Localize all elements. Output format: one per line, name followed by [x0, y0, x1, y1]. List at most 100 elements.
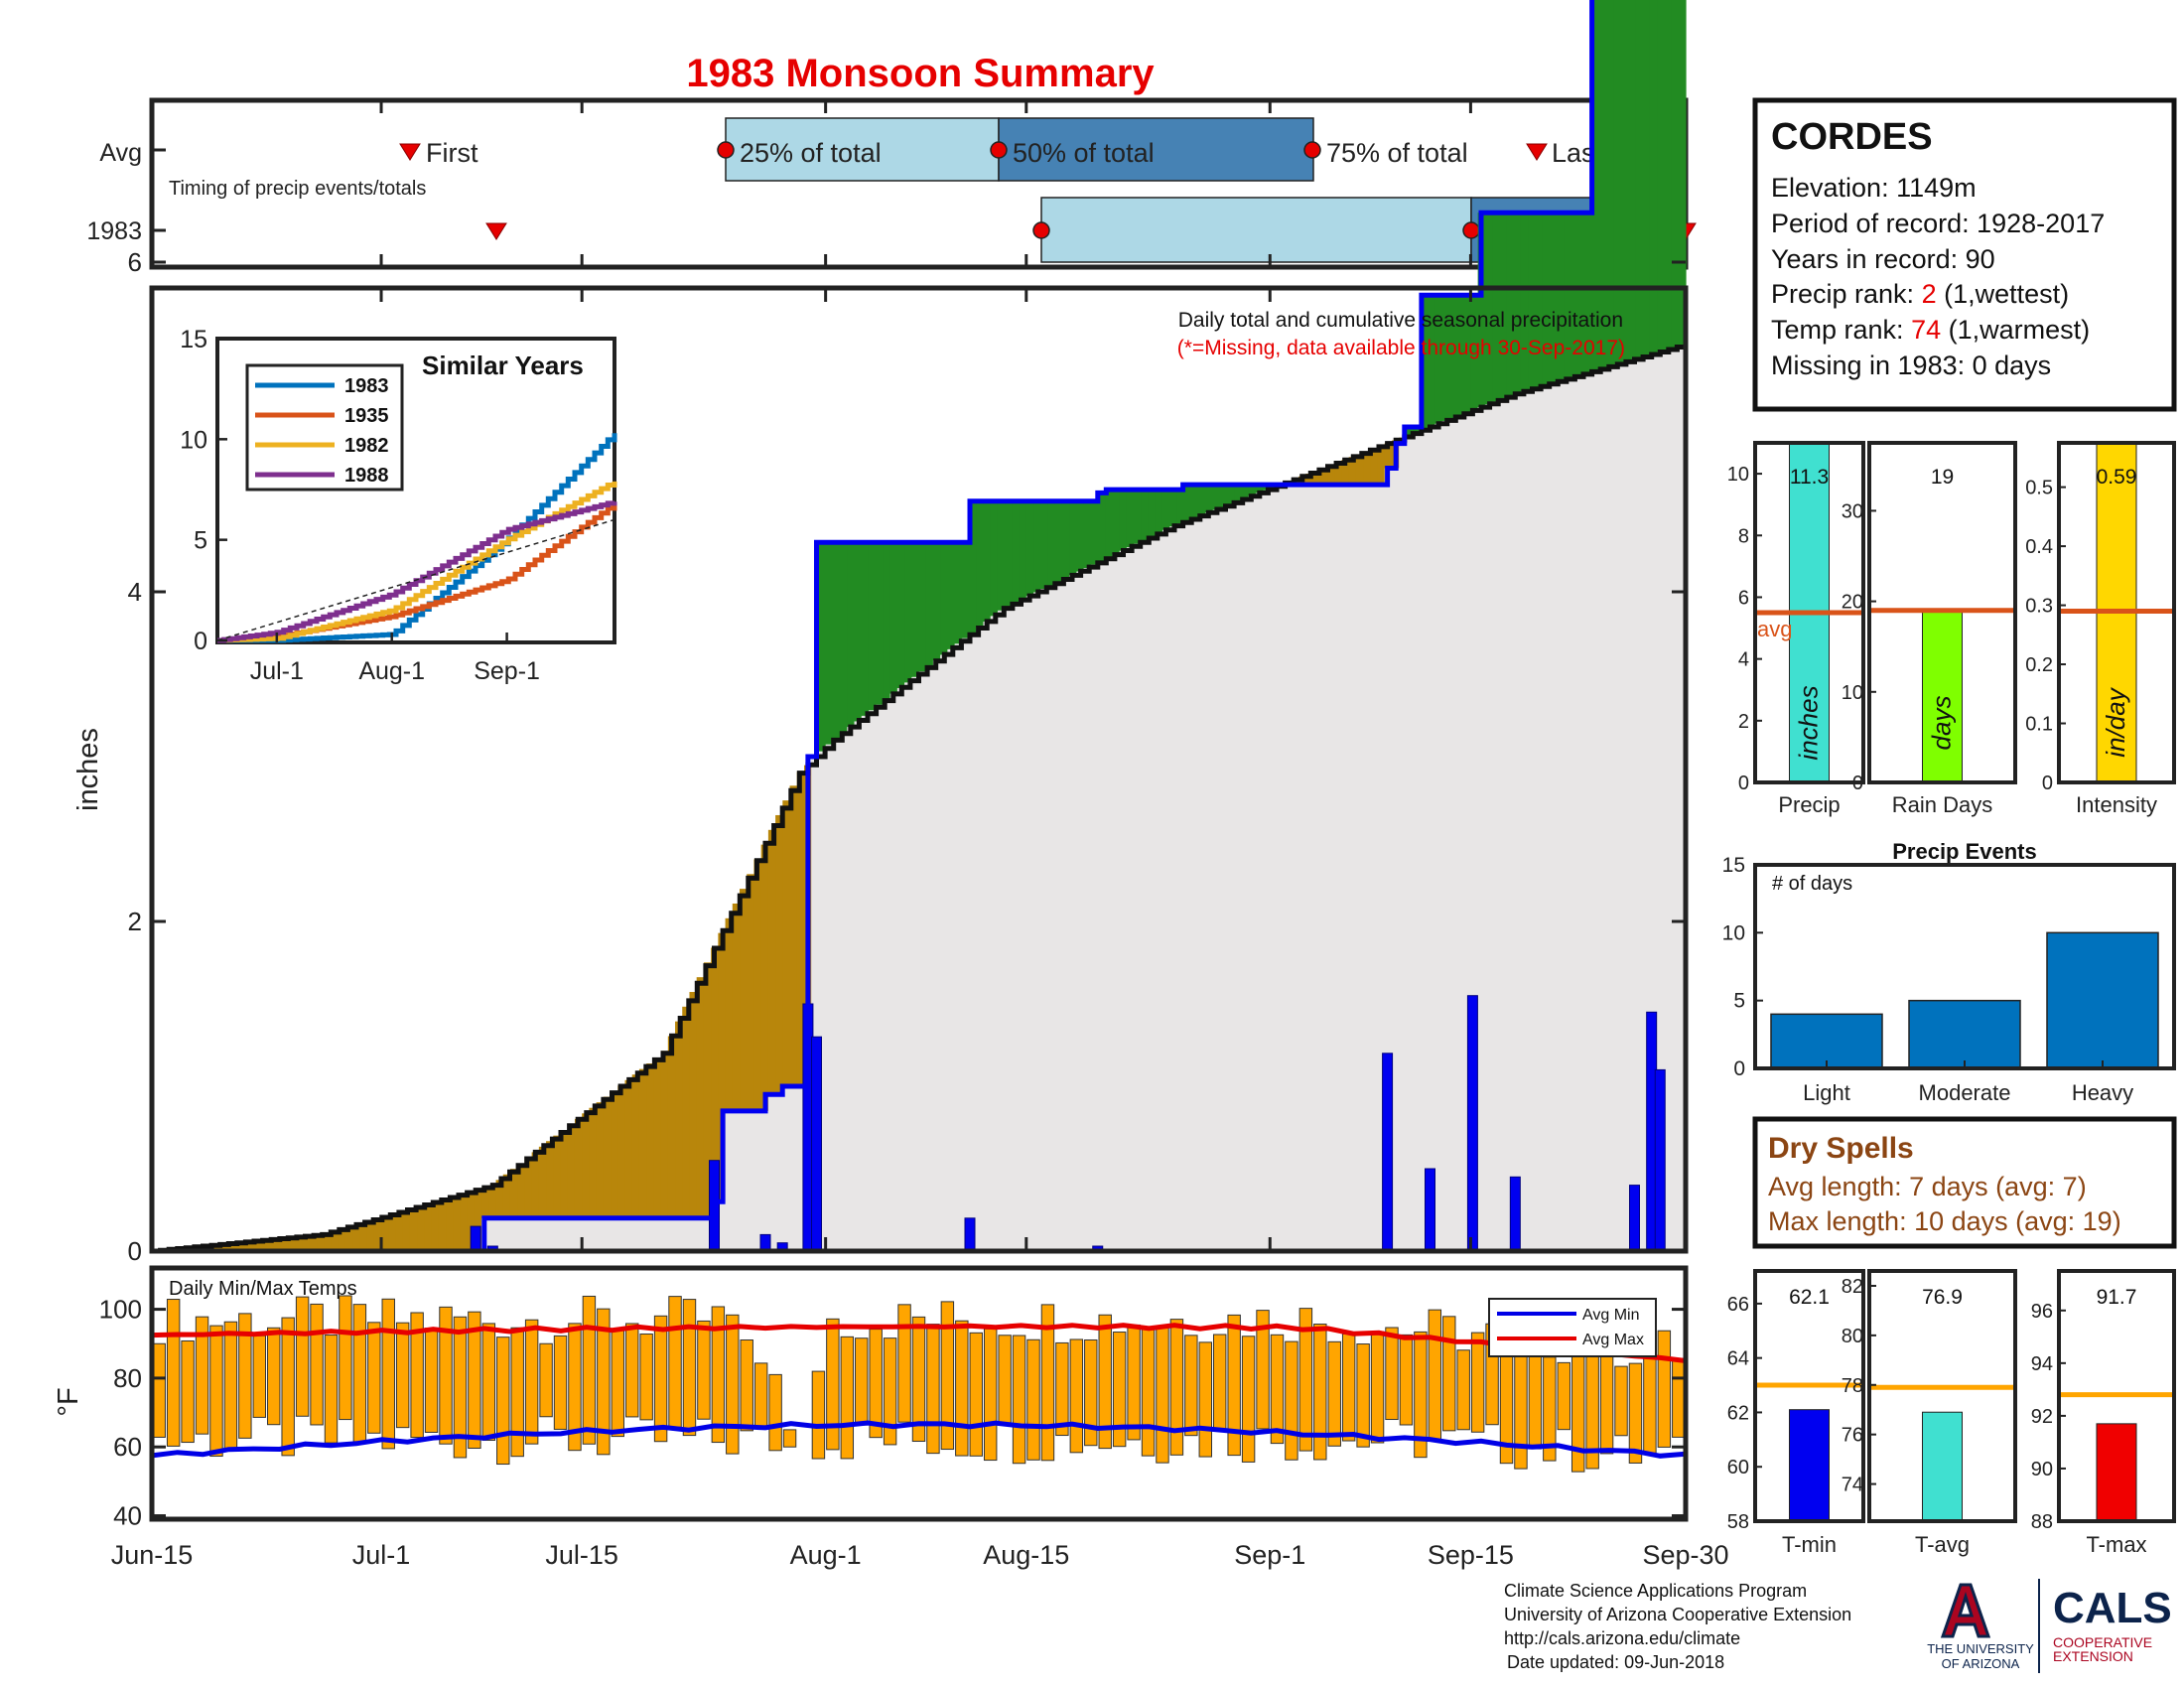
grey-base-area-slice [646, 1217, 654, 1251]
daily-temp-bar [1628, 1362, 1643, 1464]
above-avg-area-slice [1198, 485, 1206, 515]
daily-temp-bar [653, 1315, 668, 1443]
temp-label: Daily Min/Max Temps [169, 1278, 357, 1300]
grey-base-area-slice [961, 637, 970, 1251]
inset-series-lines [216, 433, 617, 643]
grey-base-area-slice [1176, 523, 1185, 1251]
above-avg-area-slice [904, 542, 912, 683]
grey-base-area-slice [1499, 398, 1508, 1251]
ua-a-icon [1940, 1583, 1991, 1638]
grey-base-area-slice [1033, 592, 1041, 1251]
daily-temp-bar [998, 1335, 1012, 1426]
x-tick-label: Aug-1 [790, 1540, 862, 1570]
below-avg-area-slice [309, 1235, 318, 1251]
below-avg-area-slice [244, 1241, 253, 1251]
below-avg-area-slice [567, 1124, 576, 1218]
dry-spells-title: Dry Spells [1768, 1132, 1914, 1165]
grey-base-area-slice [567, 1217, 576, 1251]
daily-temp-bar [524, 1319, 539, 1445]
mini-ytick-label: 80 [1842, 1326, 1863, 1347]
below-avg-area-slice [611, 1090, 618, 1218]
mini-stat-bar [1789, 1409, 1830, 1522]
event-xlabel: Heavy [2072, 1080, 2133, 1105]
grey-base-area-slice [1190, 517, 1199, 1251]
grey-base-area-slice [1428, 426, 1435, 1252]
missing-note: (*=Missing, data available through 30-Se… [1177, 337, 1625, 359]
x-tick-label: Sep-30 [1642, 1540, 1728, 1570]
inset-legend-label: 1982 [344, 435, 389, 457]
below-avg-area-slice [417, 1205, 425, 1251]
avg-first-label: First [426, 138, 478, 168]
grey-base-area-slice [582, 1217, 590, 1251]
above-avg-area-slice [1428, 295, 1435, 427]
below-avg-area-slice [1384, 443, 1393, 469]
above-avg-area-slice [1141, 490, 1150, 541]
station-period: Period of record: 1928-2017 [1771, 209, 2105, 238]
below-avg-area-slice [1334, 462, 1343, 486]
grey-base-area-slice [782, 1086, 791, 1251]
daily-temp-bar [1385, 1327, 1399, 1421]
below-avg-area-slice [446, 1197, 454, 1251]
below-avg-area-slice [718, 932, 727, 1202]
avg-min-temp-line [151, 1420, 1687, 1459]
above-avg-area-slice [1642, 0, 1651, 356]
above-avg-area-slice [1134, 490, 1142, 544]
daily-temp-bar [983, 1328, 998, 1462]
above-avg-area-slice [1535, 212, 1544, 387]
mini-ytick-label: 0 [1852, 773, 1863, 794]
below-avg-area-slice [1377, 446, 1386, 486]
mini-ytick-label: 76 [1842, 1425, 1863, 1447]
below-avg-area-slice [381, 1216, 389, 1251]
above-avg-area-slice [1025, 500, 1034, 596]
above-avg-area-slice [1635, 0, 1644, 358]
grey-base-area-slice [1642, 355, 1651, 1251]
grey-base-area-slice [1549, 382, 1558, 1251]
inset-legend: 1983 1935 1982 1988 [255, 375, 389, 487]
above-avg-area-slice [925, 542, 934, 666]
above-avg-area-slice [1549, 212, 1558, 383]
daily-temp-bar [1470, 1332, 1485, 1433]
daily-temp-bar [1012, 1335, 1026, 1465]
mini-stat-xlabel: Precip [1778, 792, 1840, 817]
grey-base-area-slice [1363, 485, 1371, 1252]
above-avg-area-slice [1126, 490, 1135, 548]
station-elevation: Elevation: 1149m [1771, 173, 1977, 203]
daily-precip-bar [1466, 995, 1478, 1252]
mini-ytick-label: 92 [2031, 1406, 2053, 1428]
grey-base-area-slice [1083, 568, 1092, 1251]
temp-ytick-label: 80 [113, 1363, 142, 1393]
daily-temp-bar [1270, 1334, 1285, 1445]
mini-ytick-label: 90 [2031, 1459, 2053, 1480]
grey-base-area-slice [1090, 564, 1099, 1251]
daily-temp-bar [1256, 1310, 1270, 1430]
below-avg-area-slice [767, 829, 776, 1095]
main-ylabel: inches [72, 728, 104, 811]
below-avg-area-slice [388, 1214, 397, 1251]
temp-ytick-label: 40 [113, 1501, 142, 1531]
below-avg-area-slice [747, 874, 755, 1111]
below-avg-area-slice [624, 1079, 633, 1218]
mini-stat-unit: days [1927, 696, 1957, 751]
below-avg-area-slice [589, 1107, 598, 1218]
grey-base-area-slice [1671, 348, 1680, 1251]
above-avg-area-slice [1148, 490, 1157, 537]
daily-precip-bar [1382, 1053, 1394, 1252]
mini-ytick-label: 10 [1842, 682, 1863, 704]
below-avg-area-slice [646, 1063, 654, 1218]
above-avg-area-slice [1105, 490, 1114, 558]
below-avg-area-slice [431, 1201, 440, 1251]
below-avg-area-slice [502, 1174, 511, 1218]
daily-temp-bar [553, 1335, 568, 1430]
main-annotation: Daily total and cumulative seasonal prec… [1178, 309, 1623, 332]
above-avg-area-slice [818, 542, 827, 752]
grey-base-area-slice [1570, 376, 1579, 1251]
grey-base-area-slice [1219, 506, 1228, 1251]
grey-base-area-slice [876, 704, 885, 1251]
grey-base-area-slice [1370, 485, 1379, 1252]
grey-base-area-slice [725, 1110, 734, 1251]
y1983-first-marker [485, 222, 507, 240]
below-avg-area-slice [789, 785, 798, 1086]
above-avg-area-slice [1499, 212, 1508, 399]
precip-areas [152, 0, 1687, 1252]
